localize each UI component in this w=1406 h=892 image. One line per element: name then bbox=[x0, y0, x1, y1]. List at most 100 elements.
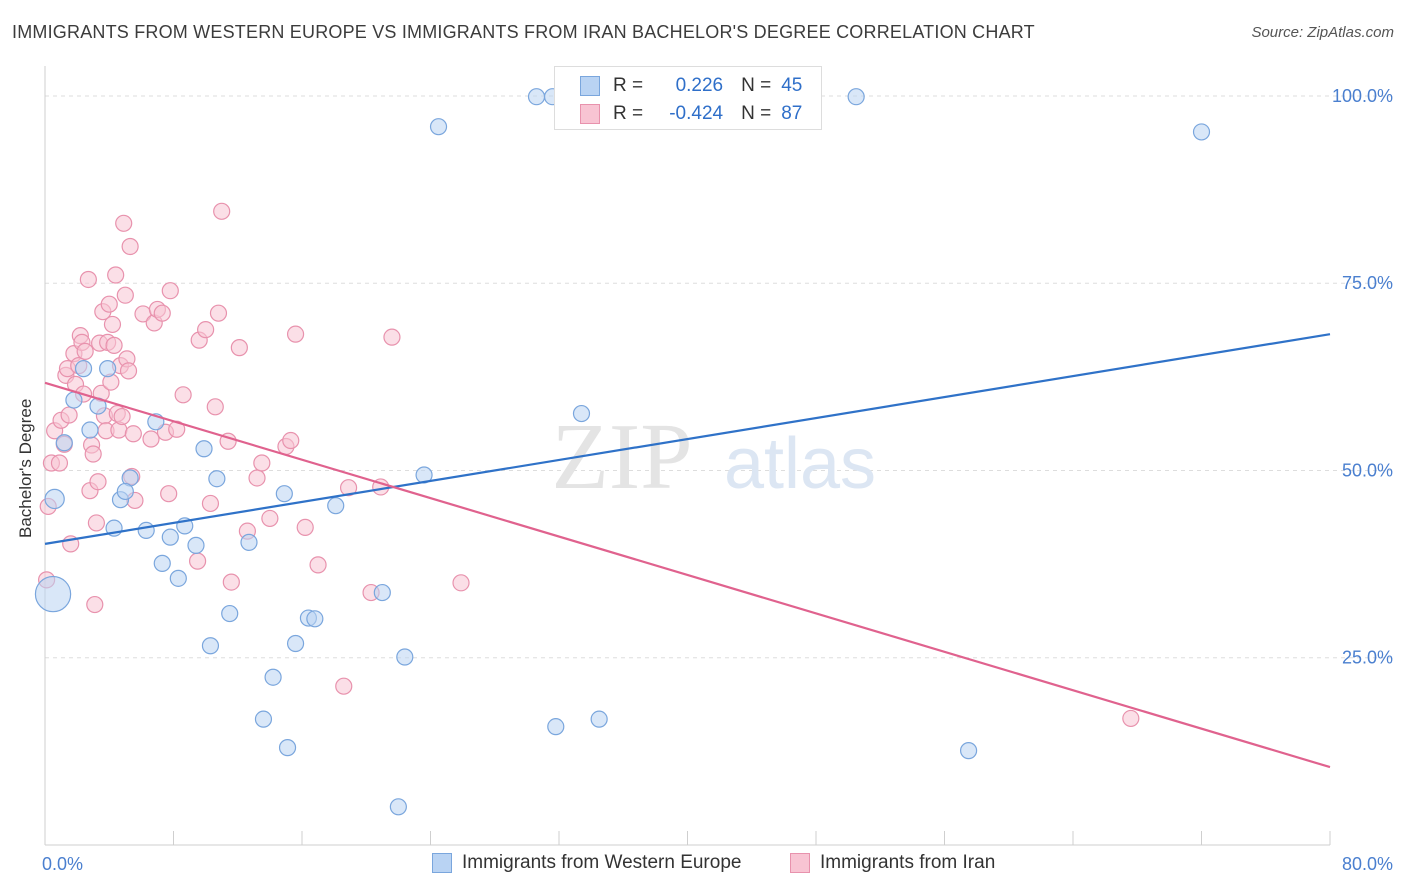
western-europe-point-37 bbox=[527, 88, 546, 106]
western-europe-point-22 bbox=[221, 604, 239, 623]
zipatlas-watermark: ZIP atlas bbox=[552, 405, 877, 509]
western-europe-point-36 bbox=[429, 118, 448, 136]
tick-labels: 25.0% 50.0% 75.0% 100.0% 0.0% 80.0% bbox=[42, 86, 1393, 874]
iran-point-77 bbox=[335, 677, 353, 695]
western-europe-point-0 bbox=[34, 575, 72, 613]
trend-lines bbox=[44, 333, 1331, 769]
iran-point-67 bbox=[230, 339, 248, 357]
iran-point-23 bbox=[87, 514, 106, 532]
y-tick-label-0: 25.0% bbox=[1342, 648, 1393, 668]
iran-point-9 bbox=[60, 406, 78, 424]
legend-item-western-europe[interactable]: Immigrants from Western Europe bbox=[432, 852, 741, 874]
iran-point-54 bbox=[160, 485, 178, 503]
western-europe-point-11 bbox=[116, 482, 134, 501]
stats-r-value: -0.424 bbox=[669, 103, 724, 124]
stats-legend: R = 0.226 N = 45 R = -0.424 N = 87 bbox=[554, 66, 822, 130]
y-tick-label-1: 50.0% bbox=[1342, 460, 1393, 480]
iran-trend-line bbox=[44, 381, 1331, 769]
western-europe-point-7 bbox=[99, 360, 117, 378]
iran-point-70 bbox=[253, 454, 271, 472]
y-axis-label: Bachelor's Degree bbox=[16, 398, 35, 538]
watermark-atlas: atlas bbox=[724, 424, 876, 504]
legend-swatch-blue bbox=[432, 853, 452, 873]
stats-swatch-pink bbox=[580, 104, 600, 124]
western-europe-point-1 bbox=[44, 488, 65, 510]
western-europe-point-15 bbox=[161, 528, 179, 546]
stats-row-iran: R = -0.424 N = 87 bbox=[555, 99, 802, 129]
iran-point-61 bbox=[201, 494, 220, 513]
western-europe-point-16 bbox=[169, 569, 187, 587]
iran-point-76 bbox=[309, 556, 327, 574]
iran-point-69 bbox=[248, 469, 266, 487]
legend-item-iran[interactable]: Immigrants from Iran bbox=[790, 852, 995, 874]
iran-point-43 bbox=[119, 362, 138, 380]
iran-point-64 bbox=[213, 202, 231, 220]
iran-point-33 bbox=[103, 315, 122, 334]
chart-source: Source: ZipAtlas.com bbox=[1251, 24, 1394, 41]
legend-label-iran: Immigrants from Iran bbox=[820, 852, 996, 873]
iran-point-41 bbox=[116, 286, 134, 304]
y-tick-label-3: 100.0% bbox=[1332, 86, 1393, 106]
western-europe-point-19 bbox=[195, 440, 213, 458]
x-tick-label-max: 80.0% bbox=[1342, 854, 1393, 874]
iran-point-46 bbox=[124, 425, 142, 443]
western-europe-points bbox=[34, 88, 1211, 816]
iran-point-35 bbox=[107, 266, 125, 284]
western-europe-point-4 bbox=[74, 360, 93, 378]
iran-point-52 bbox=[153, 304, 171, 322]
iran-point-44 bbox=[121, 237, 139, 256]
western-europe-point-12 bbox=[137, 521, 155, 540]
iran-point-40 bbox=[115, 214, 133, 232]
western-europe-point-42 bbox=[847, 88, 865, 106]
iran-point-83 bbox=[1122, 709, 1140, 728]
iran-point-82 bbox=[452, 574, 470, 592]
iran-point-63 bbox=[209, 304, 228, 322]
axes bbox=[44, 66, 1331, 846]
iran-point-73 bbox=[282, 431, 300, 450]
stats-row-western-europe: R = 0.226 N = 45 bbox=[555, 71, 802, 101]
western-europe-point-44 bbox=[1192, 123, 1211, 141]
iran-point-24 bbox=[89, 473, 107, 491]
western-europe-point-28 bbox=[278, 739, 297, 757]
iran-point-78 bbox=[339, 479, 358, 497]
western-europe-point-33 bbox=[389, 798, 407, 816]
iran-point-49 bbox=[142, 430, 160, 448]
iran-point-74 bbox=[286, 325, 305, 343]
western-europe-point-26 bbox=[275, 485, 293, 503]
western-europe-point-14 bbox=[153, 554, 171, 572]
stats-r-label: R = bbox=[613, 103, 644, 124]
western-europe-point-23 bbox=[240, 533, 258, 551]
iran-point-75 bbox=[296, 518, 314, 537]
stats-n-label: N = bbox=[741, 103, 772, 124]
iran-point-60 bbox=[197, 321, 215, 339]
stats-r-label: R = bbox=[613, 75, 644, 96]
legend-label-western-europe: Immigrants from Western Europe bbox=[462, 852, 742, 873]
western-europe-point-27 bbox=[286, 634, 305, 653]
stats-n-value: 87 bbox=[781, 103, 803, 124]
iran-point-58 bbox=[188, 552, 207, 570]
western-europe-point-40 bbox=[572, 404, 591, 423]
iran-point-31 bbox=[100, 295, 118, 313]
western-europe-point-18 bbox=[187, 536, 205, 554]
stats-swatch-blue bbox=[580, 76, 600, 96]
x-tick-label-min: 0.0% bbox=[42, 854, 83, 874]
iran-point-17 bbox=[76, 342, 94, 360]
chart-title: IMMIGRANTS FROM WESTERN EUROPE VS IMMIGR… bbox=[12, 22, 1035, 42]
y-tick-label-2: 75.0% bbox=[1342, 273, 1393, 293]
iran-point-66 bbox=[222, 573, 240, 591]
grid-lines bbox=[45, 95, 1392, 659]
iran-point-55 bbox=[161, 282, 179, 300]
western-europe-point-20 bbox=[201, 637, 220, 655]
iran-point-4 bbox=[50, 454, 69, 472]
iran-point-18 bbox=[79, 270, 97, 289]
western-europe-point-34 bbox=[396, 648, 414, 666]
western-europe-point-32 bbox=[373, 583, 391, 602]
western-europe-point-21 bbox=[208, 470, 226, 488]
stats-r-value: 0.226 bbox=[675, 75, 724, 96]
iran-point-21 bbox=[84, 445, 102, 463]
stats-n-label: N = bbox=[741, 75, 772, 96]
iran-point-39 bbox=[113, 407, 131, 426]
western-europe-point-30 bbox=[306, 610, 324, 628]
western-europe-point-2 bbox=[55, 434, 73, 452]
